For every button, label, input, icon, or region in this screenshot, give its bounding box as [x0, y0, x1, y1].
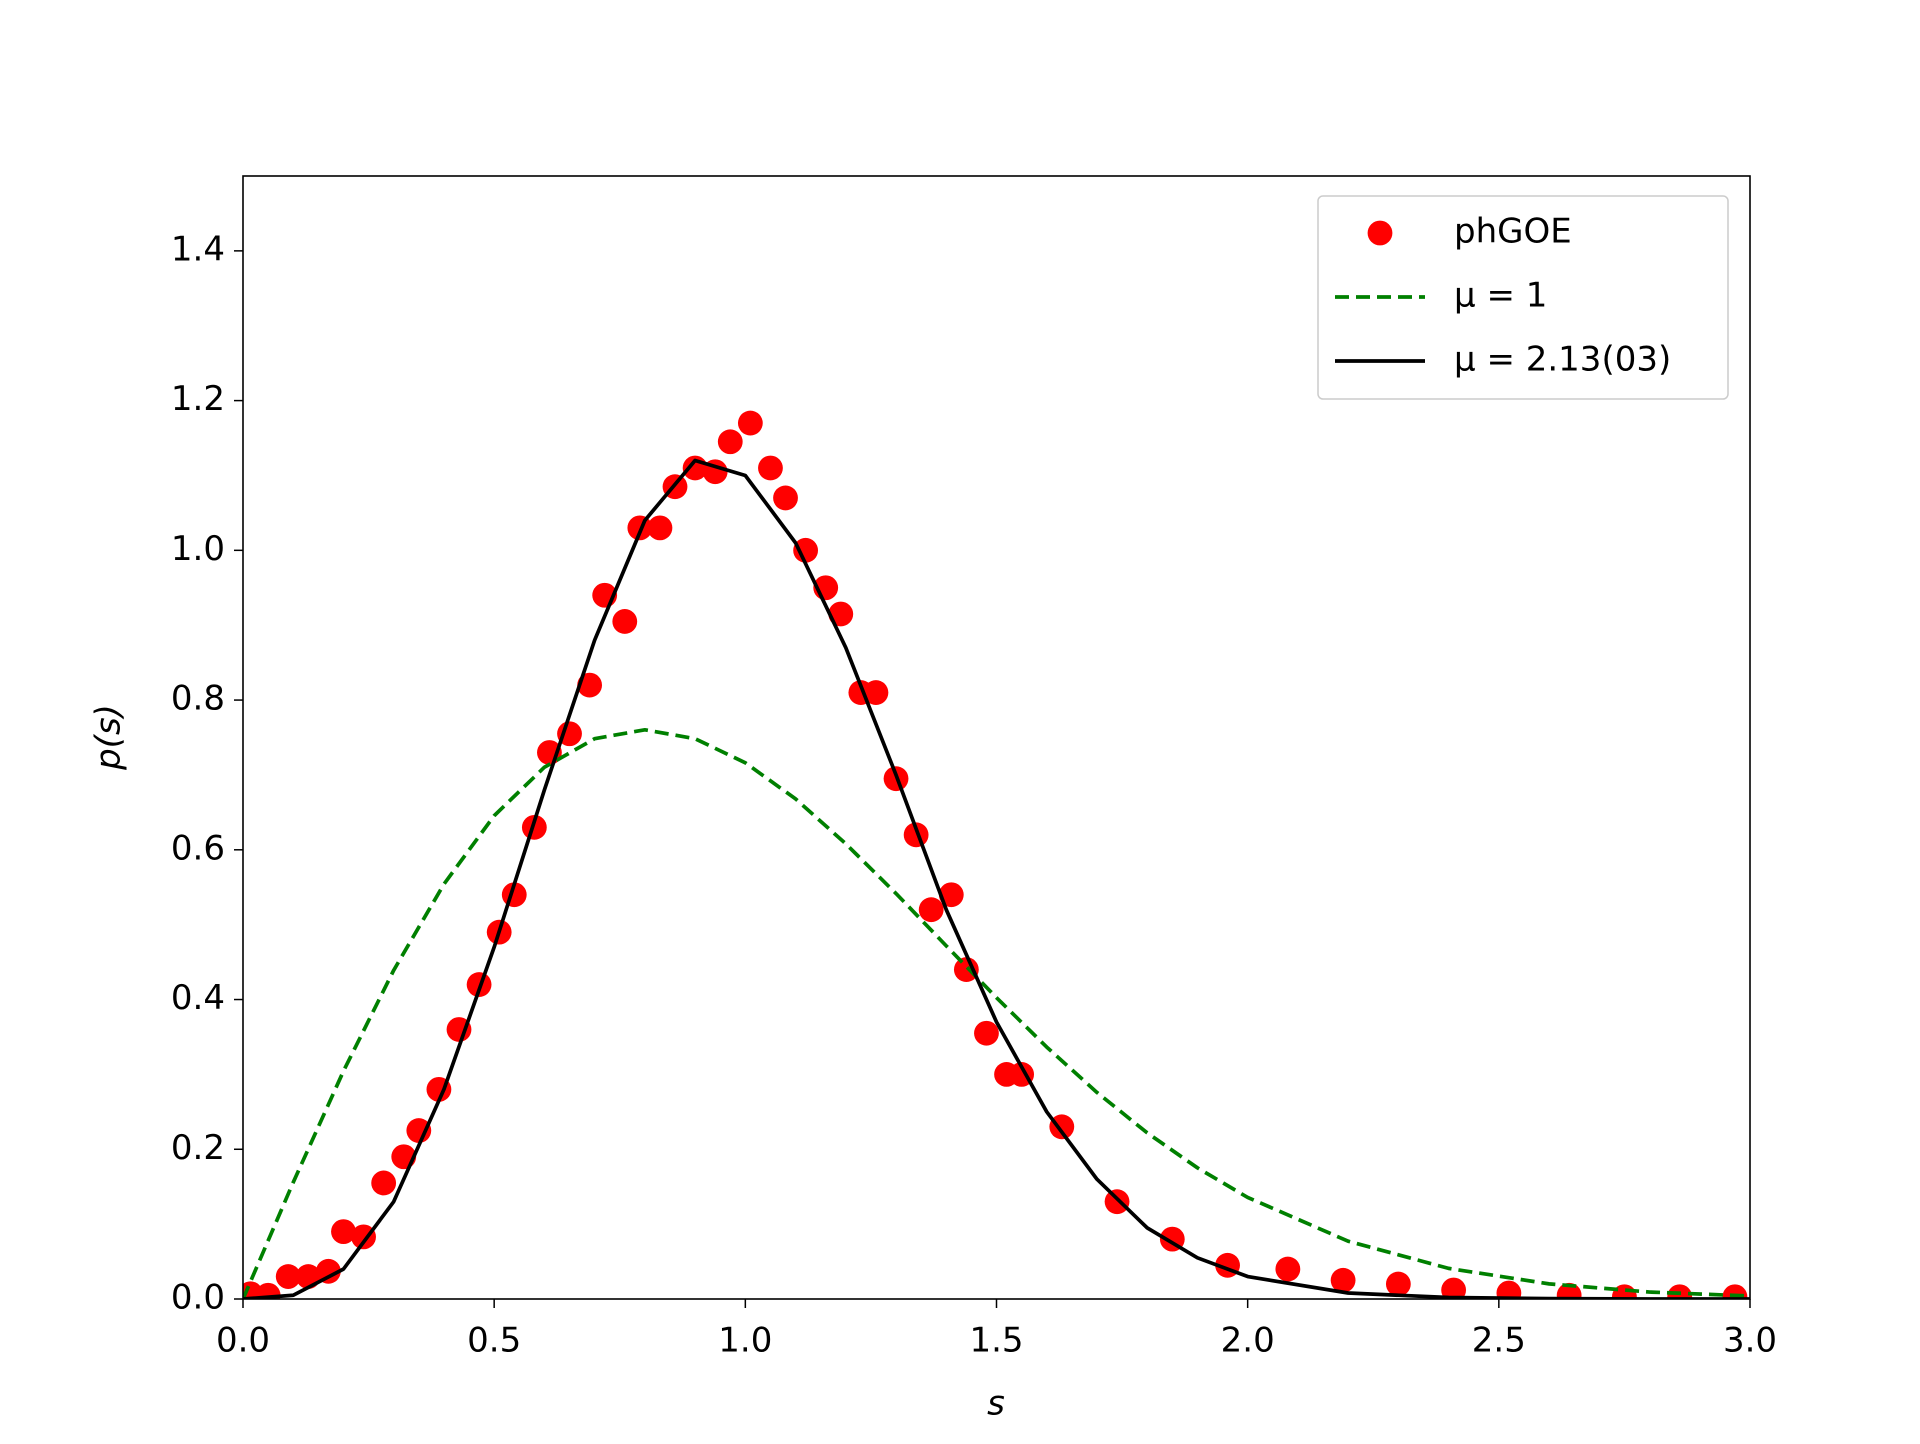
data-point — [647, 515, 673, 541]
data-point — [1275, 1256, 1301, 1282]
data-point — [371, 1170, 397, 1196]
legend-marker — [1367, 220, 1393, 246]
data-point — [315, 1258, 341, 1284]
plot-area — [243, 410, 1750, 1299]
data-point — [1330, 1267, 1356, 1293]
legend-label: μ = 2.13(03) — [1454, 340, 1671, 380]
legend-label: phGOE — [1454, 212, 1572, 252]
x-tick-label: 0.5 — [467, 1321, 521, 1361]
data-point — [1385, 1271, 1411, 1297]
x-tick-label: 3.0 — [1723, 1321, 1777, 1361]
y-tick-label: 0.8 — [171, 679, 225, 719]
y-axis-label: p(s) — [89, 704, 129, 771]
data-point — [773, 485, 798, 511]
data-point — [953, 957, 979, 982]
data-point — [557, 721, 582, 747]
data-point — [612, 609, 638, 634]
data-line — [243, 458, 1750, 1299]
data-point — [938, 882, 964, 908]
data-point — [758, 455, 783, 481]
data-point — [446, 1017, 472, 1042]
y-tick-label: 1.4 — [171, 229, 225, 269]
data-point — [737, 410, 763, 436]
data-point — [331, 1219, 356, 1245]
data-point — [717, 429, 743, 455]
y-tick-label: 0.0 — [171, 1278, 225, 1318]
data-point — [275, 1264, 301, 1289]
legend-box — [1317, 195, 1729, 400]
data-point — [406, 1118, 432, 1143]
y-tick-label: 0.6 — [171, 828, 225, 868]
data-point — [793, 537, 819, 563]
data-point — [1049, 1114, 1075, 1140]
data-line — [243, 727, 1750, 1299]
data-point — [918, 897, 944, 923]
plot-frame — [242, 175, 1751, 1300]
data-point — [351, 1224, 376, 1250]
legend-label: μ = 1 — [1454, 276, 1547, 316]
x-tick-label: 2.0 — [1221, 1321, 1275, 1361]
y-tick-label: 1.0 — [171, 529, 225, 569]
x-tick-label: 1.0 — [718, 1321, 772, 1361]
x-tick-label: 2.5 — [1472, 1321, 1526, 1361]
data-point — [1104, 1189, 1130, 1215]
data-point — [1667, 1284, 1693, 1299]
y-tick-label: 0.4 — [171, 978, 225, 1018]
x-tick-label: 1.5 — [969, 1321, 1023, 1361]
y-tick-label: 0.2 — [171, 1128, 225, 1168]
data-point — [1496, 1280, 1522, 1299]
data-point — [863, 680, 889, 705]
data-point — [974, 1020, 999, 1046]
legend: phGOE μ = 1 μ = 2.13(03) — [1317, 195, 1729, 400]
x-axis-label: s — [987, 1384, 1005, 1424]
data-point — [1441, 1277, 1467, 1299]
y-tick-label: 1.2 — [171, 379, 225, 419]
x-tick-label: 0.0 — [216, 1321, 270, 1361]
